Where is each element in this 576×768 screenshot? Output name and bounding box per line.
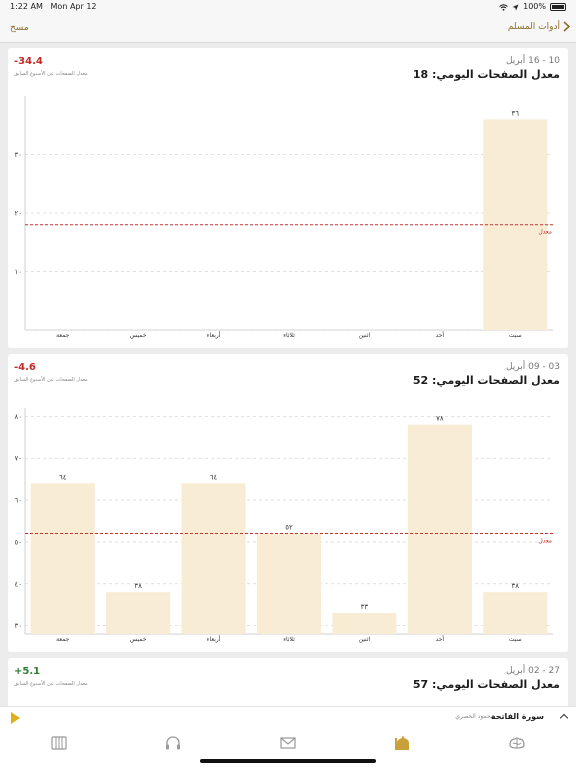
week-stats-card-1: ١٠ ٢٠ ٣٠ جمعة خميس أربعاء ثلاثاء اثنين أحد ٣٦ سبت م… xyxy=(8,48,568,348)
x-tick-label: سبت xyxy=(509,332,522,339)
x-tick-label: جمعة xyxy=(56,332,70,339)
week-stats-card-2: ٣٠ ٤٠ ٥٠ ٦٠ ٧٠ ٨٠ ٦٤ جمعة ٣٨ خميس ٦٤ أربعاء ٥٢ ثلاثاء… xyxy=(8,354,568,652)
battery-icon xyxy=(550,3,566,11)
surah-name: سورة الفاتحة xyxy=(490,712,544,721)
y-tick-label: ٢٠ xyxy=(14,210,22,218)
weekly-change-value: -34.4 xyxy=(14,56,43,67)
mosque-icon[interactable] xyxy=(394,735,412,751)
x-tick-label: جمعة xyxy=(56,636,70,643)
battery-percent: 100% xyxy=(523,2,546,11)
y-tick-label: ٧٠ xyxy=(14,455,22,463)
bar-value-label: ٥٢ xyxy=(285,524,293,532)
y-tick-label: ٣٠ xyxy=(14,151,22,159)
y-tick-label: ٨٠ xyxy=(14,413,22,421)
daily-pages-chart-1: ١٠ ٢٠ ٣٠ جمعة خميس أربعاء ثلاثاء اثنين أحد ٣٦ سبت م… xyxy=(14,96,553,339)
x-tick-label: اثنين xyxy=(359,636,371,643)
y-tick-label: ٦٠ xyxy=(14,497,22,505)
daily-average-title: معدل الصفحات اليومي: 18 xyxy=(412,68,560,81)
x-tick-label: أحد xyxy=(436,635,445,643)
status-time: 1:22 AM xyxy=(10,2,43,11)
week-range: 27 - 02 أبريل xyxy=(505,666,560,676)
week-range: 03 - 09 أبريل xyxy=(505,362,560,372)
bar xyxy=(106,592,171,634)
status-bar: 1:22 AM Mon Apr 12 100% xyxy=(0,0,576,14)
daily-average-title: معدل الصفحات اليومي: 52 xyxy=(412,374,560,387)
weekly-change-value: -4.6 xyxy=(14,362,36,373)
daily-average-title: معدل الصفحات اليومي: 57 xyxy=(412,678,560,691)
bar-value-label: ٧٨ xyxy=(436,415,444,423)
quran-book-icon[interactable] xyxy=(50,735,68,751)
weekly-change-caption: معدل الصفحات عن الأسبوع السابق xyxy=(14,681,88,687)
bar xyxy=(407,424,472,634)
headphones-icon[interactable] xyxy=(164,735,182,751)
week-range: 10 - 16 أبريل xyxy=(505,56,560,66)
wifi-icon xyxy=(499,3,508,11)
y-tick-label: ٣٠ xyxy=(14,622,22,630)
bar xyxy=(30,483,95,634)
y-tick-label: ٥٠ xyxy=(14,538,22,546)
weekly-change-caption: معدل الصفحات عن الأسبوع السابق xyxy=(14,71,88,77)
chevron-right-icon xyxy=(563,21,570,32)
back-label: أدوات المسلم xyxy=(507,21,560,32)
y-tick-label: ٤٠ xyxy=(14,580,22,588)
x-tick-label: خميس xyxy=(130,636,147,643)
y-tick-label: ١٠ xyxy=(14,268,22,276)
bar xyxy=(256,533,322,634)
play-icon[interactable] xyxy=(11,712,20,724)
status-time-date: 1:22 AM Mon Apr 12 xyxy=(10,0,97,14)
bar-value-label: ٣٨ xyxy=(134,582,142,590)
daily-pages-chart-2: ٣٠ ٤٠ ٥٠ ٦٠ ٧٠ ٨٠ ٦٤ جمعة ٣٨ خميس ٦٤ أربعاء ٥٢ ثلاثاء… xyxy=(14,408,553,643)
average-label: معدل xyxy=(538,538,552,545)
bar xyxy=(181,483,246,634)
bar-value-label: ٦٤ xyxy=(210,473,218,481)
clear-button[interactable]: مسح xyxy=(10,23,29,33)
x-tick-label: سبت xyxy=(509,636,522,643)
week-stats-card-3: 27 - 02 أبريل معدل الصفحات اليومي: 57 +5… xyxy=(8,658,568,706)
bar xyxy=(332,613,397,634)
mail-icon[interactable] xyxy=(279,735,297,751)
reciter-name: محمود الحصري xyxy=(455,713,494,720)
back-button[interactable]: أدوات المسلم xyxy=(508,21,570,32)
weekly-change-value: +5.1 xyxy=(14,666,41,677)
brain-icon[interactable] xyxy=(508,735,526,751)
bar xyxy=(483,592,548,634)
x-tick-label: اثنين xyxy=(359,332,371,339)
bar-value-label: ٣٨ xyxy=(512,582,520,590)
bar-value-label: ٣٦ xyxy=(512,109,520,117)
home-indicator xyxy=(200,759,376,763)
mini-player[interactable]: محمود الحصري سورة الفاتحة xyxy=(0,706,576,729)
chevron-up-icon[interactable] xyxy=(559,713,569,723)
status-indicators: 100% xyxy=(499,0,566,14)
average-label: معدل xyxy=(538,229,552,236)
bar-value-label: ٣٣ xyxy=(361,603,369,611)
x-tick-label: خميس xyxy=(130,332,147,339)
bar-value-label: ٦٤ xyxy=(59,473,67,481)
navigation-bar: مسح أدوات المسلم xyxy=(0,14,576,43)
x-tick-label: أربعاء xyxy=(207,635,221,643)
x-tick-label: أربعاء xyxy=(207,331,221,339)
x-tick-label: ثلاثاء xyxy=(283,636,295,643)
weekly-change-caption: معدل الصفحات عن الأسبوع السابق xyxy=(14,377,88,383)
x-tick-label: ثلاثاء xyxy=(283,332,295,339)
status-date: Mon Apr 12 xyxy=(50,2,97,11)
location-arrow-icon xyxy=(512,4,519,10)
x-tick-label: أحد xyxy=(436,331,445,339)
